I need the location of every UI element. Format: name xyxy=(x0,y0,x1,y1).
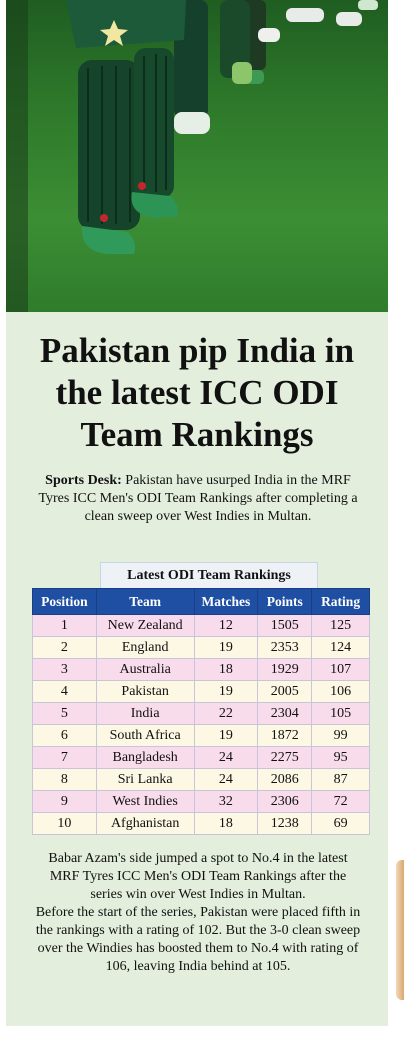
cell-team: Pakistan xyxy=(95,680,195,703)
players-legs-illustration xyxy=(6,0,378,312)
cell-position: 5 xyxy=(32,702,97,725)
article-body: Babar Azam's side jumped a spot to No.4 … xyxy=(34,850,362,976)
cell-matches: 22 xyxy=(193,702,259,725)
cell-rating: 124 xyxy=(311,636,370,659)
cell-matches: 32 xyxy=(193,790,259,813)
cell-matches: 19 xyxy=(193,724,259,747)
cell-team: India xyxy=(95,702,195,725)
cell-matches: 19 xyxy=(193,636,259,659)
cell-rating: 107 xyxy=(311,658,370,681)
cell-points: 2086 xyxy=(257,768,313,791)
cell-position: 7 xyxy=(32,746,97,769)
lead-text: Pakistan have usurped India in the MRF T… xyxy=(38,473,358,524)
lead-paragraph: Sports Desk: Pakistan have usurped India… xyxy=(36,472,360,526)
cell-team: New Zealand xyxy=(95,614,195,637)
cell-rating: 99 xyxy=(311,724,370,747)
cell-position: 10 xyxy=(32,812,97,835)
cell-matches: 12 xyxy=(193,614,259,637)
article-panel: Pakistan pip India in the latest ICC ODI… xyxy=(6,312,388,1026)
cell-points: 1872 xyxy=(257,724,313,747)
header-rating: Rating xyxy=(311,588,370,615)
cell-matches: 18 xyxy=(193,812,259,835)
cell-position: 8 xyxy=(32,768,97,791)
headline: Pakistan pip India in the latest ICC ODI… xyxy=(39,331,355,454)
header-team: Team xyxy=(95,588,195,615)
table-row: 4 Pakistan 19 2005 106 xyxy=(32,680,370,703)
cell-team: Bangladesh xyxy=(95,746,195,769)
rankings-table: Position Team Matches Points Rating 1 Ne… xyxy=(32,588,370,835)
cell-matches: 18 xyxy=(193,658,259,681)
table-header-row: Position Team Matches Points Rating xyxy=(32,588,370,615)
cell-team: South Africa xyxy=(95,724,195,747)
cell-points: 1929 xyxy=(257,658,313,681)
cell-points: 2005 xyxy=(257,680,313,703)
cell-rating: 69 xyxy=(311,812,370,835)
table-row: 9 West Indies 32 2306 72 xyxy=(32,790,370,813)
adjacent-image-sliver xyxy=(396,860,404,1000)
table-row: 1 New Zealand 12 1505 125 xyxy=(32,614,370,637)
rankings-table-title: Latest ODI Team Rankings xyxy=(100,562,318,588)
header-points: Points xyxy=(257,588,313,615)
cell-team: Afghanistan xyxy=(95,812,195,835)
cell-position: 2 xyxy=(32,636,97,659)
cell-points: 2353 xyxy=(257,636,313,659)
cell-rating: 72 xyxy=(311,790,370,813)
cell-matches: 19 xyxy=(193,680,259,703)
cell-rating: 87 xyxy=(311,768,370,791)
table-row: 8 Sri Lanka 24 2086 87 xyxy=(32,768,370,791)
cell-position: 4 xyxy=(32,680,97,703)
table-row: 7 Bangladesh 24 2275 95 xyxy=(32,746,370,769)
cell-team: Australia xyxy=(95,658,195,681)
page-edge xyxy=(392,0,404,1038)
cell-position: 9 xyxy=(32,790,97,813)
cricket-photo xyxy=(6,0,388,312)
cell-points: 1505 xyxy=(257,614,313,637)
table-row: 3 Australia 18 1929 107 xyxy=(32,658,370,681)
cell-points: 2275 xyxy=(257,746,313,769)
cell-points: 2306 xyxy=(257,790,313,813)
cell-team: England xyxy=(95,636,195,659)
cell-position: 1 xyxy=(32,614,97,637)
table-row: 6 South Africa 19 1872 99 xyxy=(32,724,370,747)
cell-position: 6 xyxy=(32,724,97,747)
table-row: 10 Afghanistan 18 1238 69 xyxy=(32,812,370,835)
cell-rating: 125 xyxy=(311,614,370,637)
sports-desk-label: Sports Desk: xyxy=(45,473,122,488)
cell-team: West Indies xyxy=(95,790,195,813)
cell-position: 3 xyxy=(32,658,97,681)
cell-matches: 24 xyxy=(193,746,259,769)
header-position: Position xyxy=(32,588,97,615)
body-paragraph-2: Before the start of the series, Pakistan… xyxy=(35,905,361,974)
cell-rating: 95 xyxy=(311,746,370,769)
body-paragraph-1: Babar Azam's side jumped a spot to No.4 … xyxy=(48,851,348,902)
cell-points: 2304 xyxy=(257,702,313,725)
table-row: 5 India 22 2304 105 xyxy=(32,702,370,725)
cell-matches: 24 xyxy=(193,768,259,791)
cell-rating: 106 xyxy=(311,680,370,703)
header-matches: Matches xyxy=(193,588,259,615)
table-row: 2 England 19 2353 124 xyxy=(32,636,370,659)
cell-team: Sri Lanka xyxy=(95,768,195,791)
cell-points: 1238 xyxy=(257,812,313,835)
cell-rating: 105 xyxy=(311,702,370,725)
